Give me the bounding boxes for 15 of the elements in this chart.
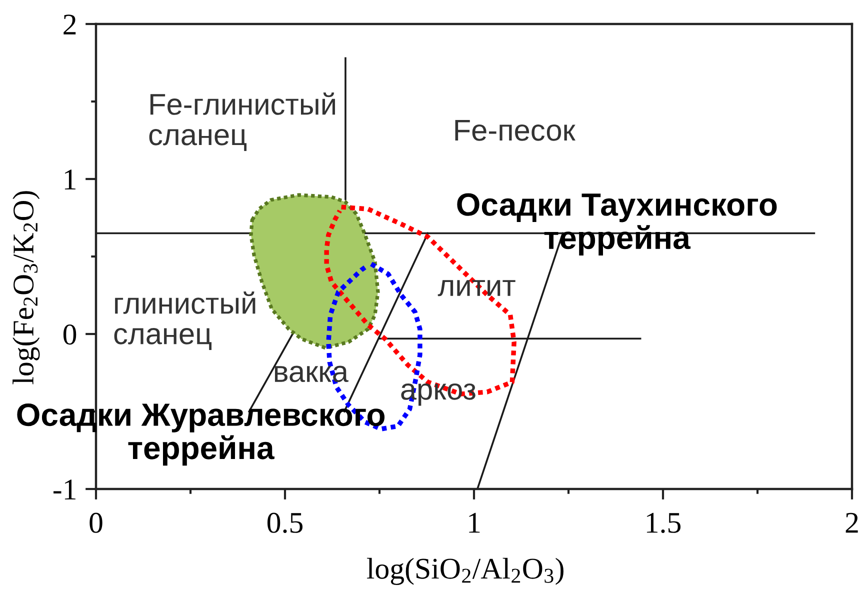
x-tick-label: 0.5 bbox=[267, 512, 302, 534]
x-tick-label: 1 bbox=[469, 512, 480, 533]
annotation: вакка bbox=[274, 366, 348, 382]
x-tick-label: 0 bbox=[90, 512, 102, 533]
y-tick-label: 2 bbox=[64, 14, 76, 34]
y-axis-title: log(Fe$_{2}$O$_{3}$/K$_{2}$O) bbox=[12, 191, 40, 384]
annotation: Fe-песок bbox=[455, 120, 576, 141]
x-tick-label: 2 bbox=[846, 512, 858, 533]
annotation: глинистый сланец bbox=[114, 291, 256, 350]
x-tick-label: 1.5 bbox=[646, 512, 680, 534]
y-tick-label: 0 bbox=[63, 324, 76, 345]
y-tick-label: 1 bbox=[64, 170, 76, 190]
y-tick-label: -1 bbox=[53, 480, 76, 500]
x-axis-title: log(SiO$_{2}$/Al$_{2}$O$_{3}$) bbox=[366, 558, 564, 585]
annotation: Fe-глинистый сланец bbox=[149, 92, 335, 151]
